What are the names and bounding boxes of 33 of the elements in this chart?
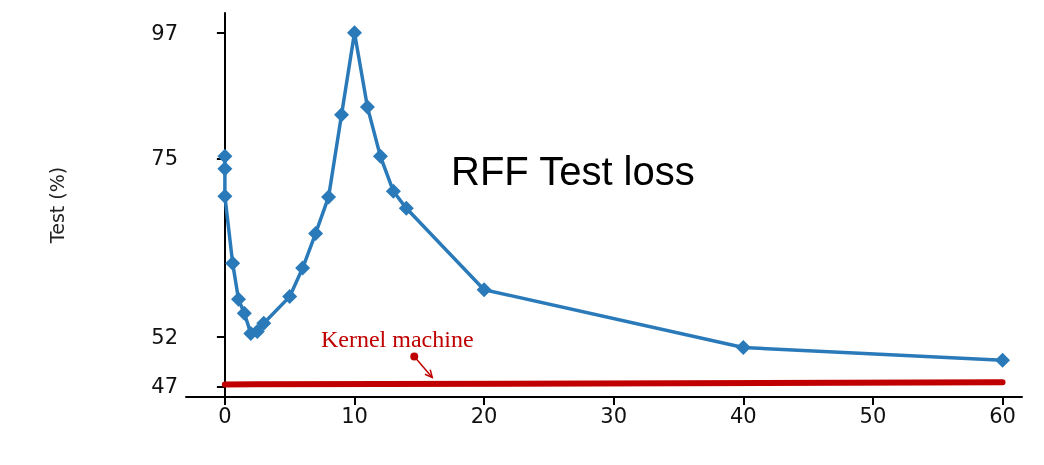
point	[398, 200, 414, 216]
x-tick-label: 10	[341, 403, 368, 428]
annotation: Kernel machine	[320, 326, 474, 353]
point	[217, 161, 233, 177]
y-tick-label: 97	[151, 20, 178, 45]
point	[225, 255, 241, 271]
point	[256, 315, 272, 331]
point	[308, 225, 324, 241]
point	[217, 148, 233, 164]
y-tick-label: 75	[151, 146, 178, 171]
point	[295, 260, 311, 276]
y-tick-label: 47	[151, 374, 178, 399]
x-tick-label: 40	[729, 403, 757, 428]
text: RFF Test loss	[451, 149, 695, 193]
x-tick-label: 0	[218, 403, 232, 428]
point	[334, 107, 350, 123]
x-tick-label: 30	[600, 403, 628, 428]
x-tick-label: 50	[859, 403, 887, 428]
y-tick-label: 52	[151, 325, 178, 350]
point	[217, 188, 233, 204]
point	[385, 183, 401, 199]
point	[372, 148, 388, 164]
x-tick-label: 60	[989, 403, 1016, 428]
point	[735, 340, 751, 356]
point	[321, 189, 337, 205]
point	[236, 305, 252, 321]
point	[359, 99, 375, 115]
point	[476, 282, 492, 298]
point	[282, 289, 298, 305]
point	[995, 352, 1011, 368]
y-axis-title: Test (%)	[45, 166, 68, 245]
point	[230, 291, 246, 307]
x-tick-label: 20	[470, 403, 498, 428]
